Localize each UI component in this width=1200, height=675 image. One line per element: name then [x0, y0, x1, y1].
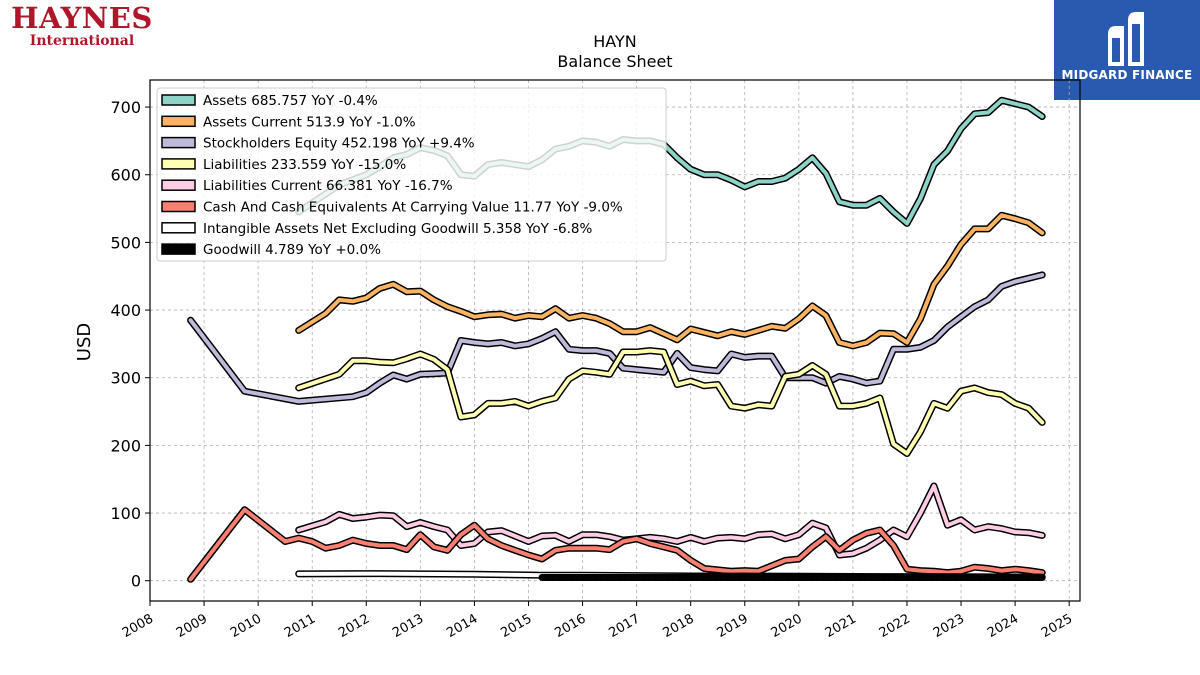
haynes-logo: HAYNES International — [4, 1, 160, 49]
legend-label: Cash And Cash Equivalents At Carrying Va… — [203, 200, 623, 216]
y-tick-label: 600 — [110, 166, 141, 185]
legend-swatch — [161, 115, 196, 128]
legend-label: Liabilities Current 66.381 YoY -16.7% — [203, 178, 453, 194]
y-tick-label: 300 — [110, 369, 141, 388]
series-line — [296, 213, 1045, 348]
legend-swatch — [161, 243, 196, 255]
x-tick-label: 2009 — [174, 611, 210, 641]
midgard-mark-icon — [1108, 12, 1144, 66]
x-tick-label: 2017 — [606, 611, 642, 641]
legend-label: Intangible Assets Net Excluding Goodwill… — [203, 221, 593, 237]
series-3 — [295, 347, 1046, 457]
x-tick-label: 2020 — [769, 611, 805, 641]
x-tick-label: 2018 — [661, 611, 697, 641]
x-tick-label: 2021 — [823, 611, 859, 641]
y-tick-label: 100 — [110, 504, 141, 523]
series-5 — [187, 506, 1046, 583]
x-tick-label: 2008 — [120, 611, 156, 641]
legend-swatch — [161, 179, 196, 191]
plot-frame — [149, 79, 1081, 602]
x-tick-label: 2012 — [336, 611, 372, 641]
y-axis-label: USD — [74, 323, 95, 361]
legend-label: Assets 685.757 YoY -0.4% — [203, 93, 378, 109]
y-tick-label: 500 — [110, 233, 141, 252]
legend-swatch — [161, 94, 196, 106]
midgard-finance-logo: MIDGARD FINANCE — [1054, 0, 1200, 100]
legend-swatch — [161, 222, 196, 234]
y-tick-label: 700 — [110, 98, 141, 117]
midgard-logo-text: MIDGARD FINANCE — [1061, 68, 1193, 82]
x-tick-label: 2023 — [931, 611, 967, 641]
series-2 — [187, 271, 1046, 405]
chart-title: HAYN — [593, 32, 636, 51]
legend-label: Stockholders Equity 452.198 YoY +9.4% — [203, 136, 475, 152]
series-line — [188, 272, 1045, 404]
haynes-logo-name: HAYNES — [11, 1, 153, 35]
legend-swatch — [161, 200, 196, 213]
x-tick-label: 2015 — [498, 611, 534, 641]
y-tick-label: 400 — [110, 301, 141, 320]
series-4 — [295, 482, 1046, 559]
x-tick-label: 2013 — [390, 611, 426, 641]
x-tick-label: 2011 — [282, 611, 318, 641]
legend-swatch — [161, 158, 196, 170]
legend: Assets 685.757 YoY -0.4% Assets Current 5… — [156, 87, 667, 262]
x-tick-label: 2022 — [877, 611, 913, 641]
x-tick-label: 2024 — [985, 611, 1021, 641]
legend-swatch — [161, 136, 196, 149]
y-tick-label: 200 — [110, 436, 141, 455]
x-tick-label: 2025 — [1039, 611, 1075, 641]
legend-box — [156, 87, 667, 262]
x-tick-label: 2014 — [444, 611, 480, 641]
y-tick-label: 0 — [131, 572, 141, 591]
series-1 — [295, 211, 1046, 350]
legend-label: Goodwill 4.789 YoY +0.0% — [203, 242, 381, 258]
x-tick-label: 2010 — [228, 611, 264, 641]
haynes-logo-sub: International — [29, 33, 135, 49]
series-line — [296, 348, 1045, 456]
chart-subtitle: Balance Sheet — [557, 52, 672, 71]
x-tick-label: 2016 — [552, 611, 588, 641]
series-line — [296, 484, 1045, 557]
legend-label: Assets Current 513.9 YoY -1.0% — [203, 114, 416, 130]
legend-label: Liabilities 233.559 YoY -15.0% — [203, 157, 406, 173]
series-line — [188, 507, 1045, 582]
x-tick-label: 2019 — [715, 611, 751, 641]
